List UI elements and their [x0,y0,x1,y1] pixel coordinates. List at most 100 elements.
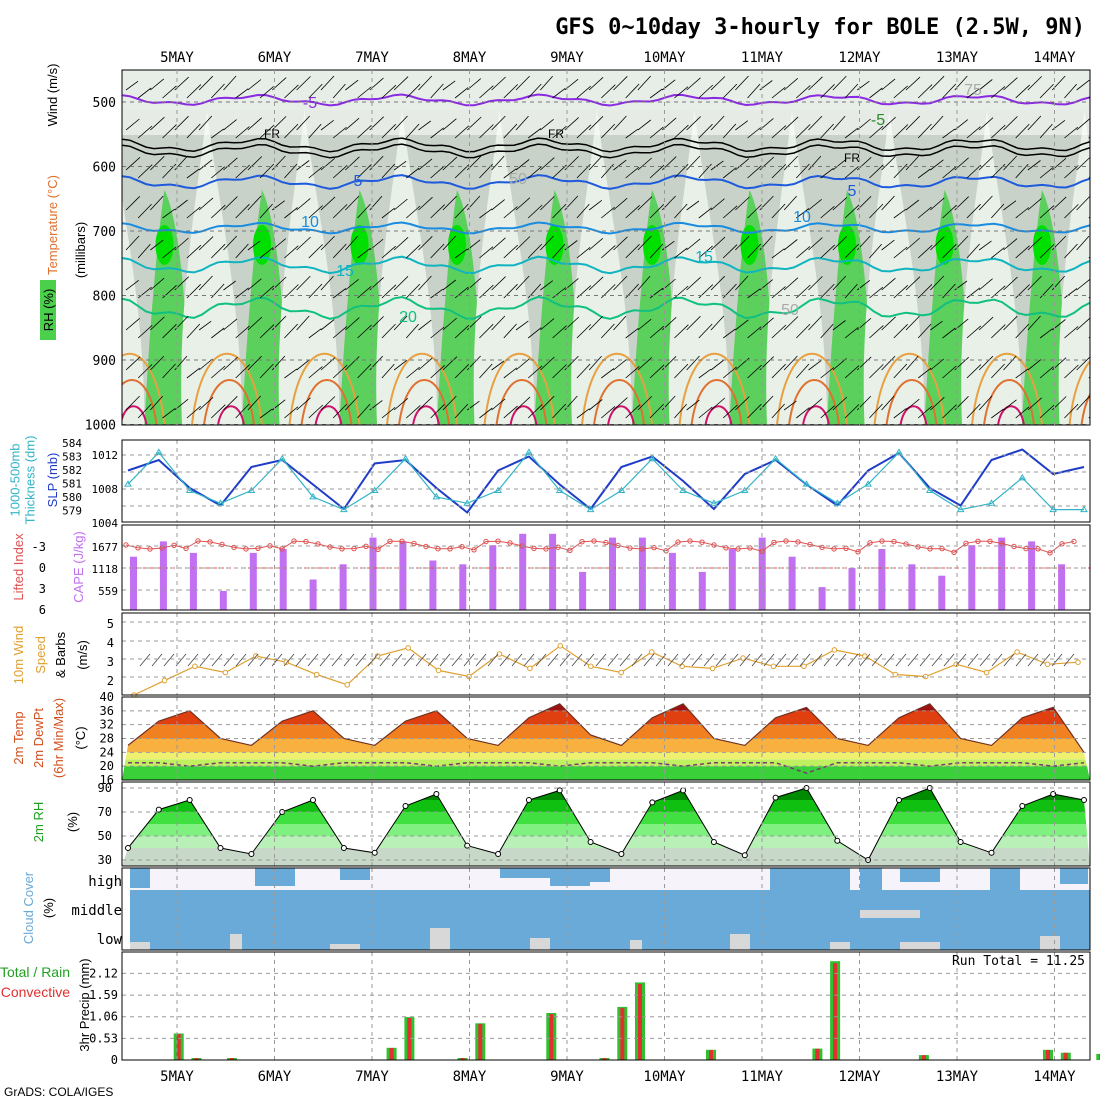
contour-25 [776,352,848,425]
cape-bar [579,571,587,610]
wind-barb [1076,235,1090,251]
contour-label: 75 [964,82,982,99]
precip-total-bar [1096,1053,1100,1060]
wind-barb [649,204,665,219]
wind-barb [235,325,250,339]
lifted-index-point [1047,550,1053,556]
wind-barb [735,158,750,171]
wind-barb [540,118,554,131]
wind-barb [881,195,895,211]
wind-barb [198,358,213,371]
rh-dry-band [376,110,437,425]
contour-freezing [122,137,1090,153]
wind-barb [125,157,141,171]
wind-barb [418,196,433,211]
precip-convective-bar [460,1058,465,1060]
mid-cloud-block [860,910,920,918]
wind-barb [357,285,372,299]
surface-wind-barb [871,653,883,667]
slp-label: SLP (mb) [45,453,60,508]
wind-barb [284,84,299,99]
rh2m-band [122,788,1090,800]
lifted-index-point [951,549,957,555]
wind-barb [832,75,847,91]
wind-barb [637,75,651,91]
rh2m-point [1019,803,1026,809]
wind-barb [418,396,433,411]
wind-barb [503,405,518,419]
wind-barb [710,315,725,331]
wind-barb [418,75,433,91]
wind-barb [393,397,409,411]
precip-tick: 0 [111,1053,118,1067]
thickness-point [771,454,780,462]
run-total-label: Run Total = 11.25 [952,954,1085,969]
surface-wind-barb [619,653,631,667]
wind-barb [527,204,543,219]
wind10-label-2: Speed [33,636,48,674]
wind-barb [674,403,687,419]
surface-wind-barb [175,653,187,667]
wind-barb [625,244,640,259]
contour-20 [122,295,1090,320]
wind-barb [454,324,470,339]
rh2m-point [988,849,995,856]
contour-label: FR [264,127,280,141]
wind-barb [710,76,726,91]
wind-barb [393,237,409,251]
rh2m-line [127,787,1085,861]
wind-barb [162,246,177,259]
wind-barb [869,403,883,419]
wind-barb [137,243,151,259]
surface-wind-barb [1003,653,1015,667]
thickness-point [370,486,379,494]
rh2m-point [340,845,347,851]
wind-speed-point [557,643,564,649]
wind-barb [332,243,347,259]
wind-barb [576,246,591,259]
wind-barb [1039,205,1055,219]
surface-wind-barb [487,653,499,667]
surface-wind-barb [607,653,619,667]
wind-barb [320,396,336,411]
contour-35 [802,405,830,425]
wind-barb [771,363,786,379]
low-cloud-block [900,942,940,950]
date-label-bottom: 6MAY [258,1069,292,1085]
precip-convective-bar [389,1048,394,1060]
wind-speed-point [222,669,229,676]
wind-barb [893,363,908,379]
wind-barb [247,316,263,331]
wind-barb [747,204,762,219]
wind-barb [686,355,700,371]
panel-frame-precip [121,951,1091,1061]
precip-convective-bar [194,1058,199,1060]
wind-barb [698,84,714,99]
wind-barb [613,115,627,131]
surface-wind-barb [187,653,199,667]
wind-barb [808,276,823,291]
surface-wind-barb [691,653,703,667]
temperature-tick: 16 [100,773,114,787]
wind-barb [552,403,567,419]
wind-barb [771,324,787,339]
wind-speed-point [313,671,320,678]
rh2m-point [186,797,193,803]
wind-barb [430,165,445,179]
wind-barb [1003,315,1018,331]
contour-label: 10 [301,214,319,231]
wind-barb [527,166,543,179]
rh2m-point [618,851,625,857]
wind-barb [844,165,860,179]
wind-barb [966,403,981,419]
wind-barb [247,195,262,211]
wind-barb [235,287,249,299]
thickness-point [247,486,256,494]
wind-barb [1015,123,1030,139]
wind-barb [211,128,224,139]
temperature-band [122,703,1090,711]
date-label-top: 5MAY [160,50,194,66]
wind-barb [491,398,506,411]
wind-barb [771,125,787,139]
wind-barb [296,315,310,331]
